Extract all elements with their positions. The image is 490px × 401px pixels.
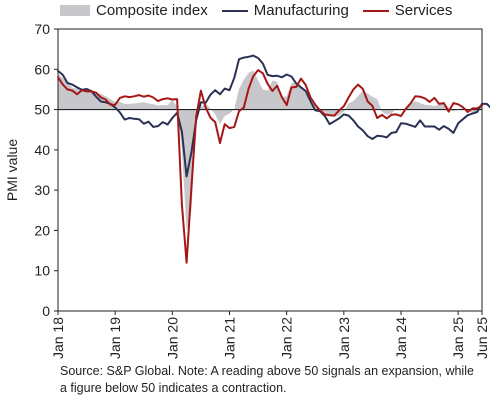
x-tick-label: Jan 19 (107, 317, 123, 359)
chart-legend: Composite index Manufacturing Services (60, 2, 466, 19)
y-tick-label: 40 (34, 142, 50, 158)
y-tick-label: 70 (34, 21, 50, 37)
y-tick-label: 0 (42, 303, 50, 319)
legend-composite: Composite index (60, 2, 208, 19)
axes-layer (54, 28, 483, 315)
pmi-line-chart: 0 10 20 30 40 50 60 70 Jan 18 Jan 19 Jan 20 Jan 21 J… (4, 21, 490, 359)
y-tick-label: 20 (34, 222, 50, 238)
legend-composite-label: Composite index (96, 2, 208, 19)
legend-services-label: Services (394, 2, 453, 19)
x-tick-label: Jan 20 (164, 317, 180, 359)
x-tick-label: Jan 22 (279, 317, 295, 359)
manufacturing-line (57, 54, 490, 178)
plot-frame (57, 28, 483, 312)
source-note: Source: S&P Global. Note: A reading abov… (60, 364, 474, 395)
series-lines-layer (57, 54, 490, 264)
legend-manufacturing-swatch (221, 9, 248, 12)
legend-manufacturing-label: Manufacturing (253, 2, 349, 19)
y-tick-label: 60 (34, 61, 50, 77)
y-tick-label: 30 (34, 182, 50, 198)
x-tick-label: Jun 25 (474, 317, 490, 359)
composite-area-layer (58, 70, 482, 231)
x-tick-label: Jan 25 (450, 317, 466, 359)
y-axis-title: PMI value (4, 139, 20, 201)
x-tick-label: Jan 18 (50, 317, 66, 359)
x-tick-label: Jan 23 (336, 317, 352, 359)
legend-services-swatch (362, 9, 389, 12)
legend-manufacturing: Manufacturing (221, 2, 349, 19)
x-tick-label: Jan 24 (393, 317, 409, 359)
services-line (57, 69, 483, 264)
y-tick-label: 10 (34, 263, 50, 279)
tick-labels-layer: 0 10 20 30 40 50 60 70 Jan 18 Jan 19 Jan 20 Jan 21 J… (4, 21, 490, 359)
composite-index-area (58, 70, 482, 231)
x-tick-label: Jan 21 (222, 317, 238, 359)
legend-services: Services (362, 2, 453, 19)
y-tick-label: 50 (34, 102, 50, 118)
legend-composite-swatch (60, 5, 90, 16)
